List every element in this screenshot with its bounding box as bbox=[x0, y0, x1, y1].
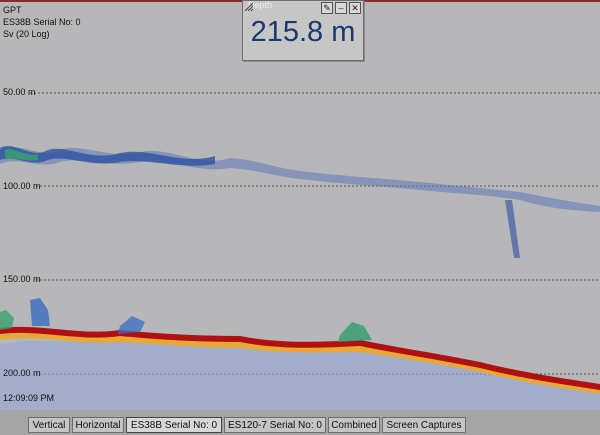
minimize-icon[interactable]: – bbox=[335, 2, 347, 14]
depth-label-150: 150.00 m bbox=[3, 274, 41, 284]
data-type-label: Sv (20 Log) bbox=[3, 29, 50, 39]
echogram-canvas bbox=[0, 92, 600, 410]
view-tab-bar: Vertical Horizontal ES38B Serial No: 0 E… bbox=[0, 410, 600, 435]
depth-label-200: 200.00 m bbox=[3, 368, 41, 378]
tab-combined[interactable]: Combined bbox=[328, 417, 380, 433]
depth-window-title: Depth bbox=[248, 0, 273, 10]
tab-screen-captures[interactable]: Screen Captures bbox=[382, 417, 466, 433]
timestamp: 12:09:09 PM bbox=[3, 393, 55, 403]
tab-vertical[interactable]: Vertical bbox=[28, 417, 70, 433]
tab-es38b[interactable]: ES38B Serial No: 0 bbox=[126, 417, 222, 433]
close-icon[interactable]: ✕ bbox=[349, 2, 361, 14]
channel-name: GPT bbox=[3, 5, 22, 15]
transducer-label: ES38B Serial No: 0 bbox=[3, 17, 81, 27]
pin-icon[interactable]: ✎ bbox=[321, 2, 333, 14]
seabed-echo bbox=[0, 298, 600, 410]
depth-label-50: 50.00 m bbox=[3, 87, 36, 97]
resize-grip-icon[interactable] bbox=[243, 1, 253, 11]
tab-horizontal[interactable]: Horizontal bbox=[72, 417, 124, 433]
tab-es120-7[interactable]: ES120-7 Serial No: 0 bbox=[224, 417, 326, 433]
fish-school-layer bbox=[0, 146, 600, 258]
depth-value: 215.8 m bbox=[250, 16, 356, 48]
depth-window[interactable]: Depth ✎ – ✕ 215.8 m bbox=[242, 0, 364, 61]
depth-label-100: 100.00 m bbox=[3, 181, 41, 191]
echogram-view[interactable]: GPT ES38B Serial No: 0 Sv (20 Log) 50.00… bbox=[0, 0, 600, 410]
